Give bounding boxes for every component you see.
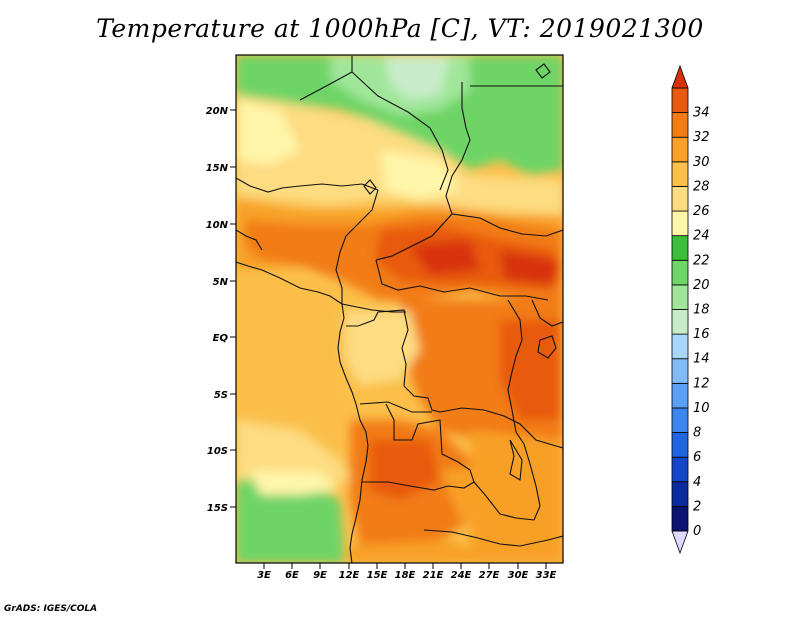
colorbar-swatch xyxy=(671,87,689,114)
lon-tick-label: 33E xyxy=(536,570,557,581)
colorbar-swatch xyxy=(671,186,689,212)
colorbar-above-triangle xyxy=(671,64,689,89)
colorbar-label: 0 xyxy=(693,524,701,539)
latitude-axis: 20N 15N 10N 5N EQ 5S 10S 15S xyxy=(206,106,236,514)
lon-tick-label: 30E xyxy=(508,570,529,581)
lon-tick-27E: 27E xyxy=(479,563,500,581)
colorbar-swatch xyxy=(671,161,689,187)
colorbar-swatch xyxy=(671,235,689,261)
lat-tick-15S: 15S xyxy=(207,503,236,514)
lat-tick-label: 5N xyxy=(213,277,229,288)
lat-tick-label: EQ xyxy=(213,333,229,344)
colorbar-label: 30 xyxy=(693,155,710,170)
lat-tick-EQ: EQ xyxy=(213,333,236,344)
colorbar-label: 24 xyxy=(693,229,710,244)
lat-tick-label: 5S xyxy=(214,390,228,401)
lon-tick-label: 12E xyxy=(339,570,360,581)
colorbar-swatch xyxy=(671,333,689,360)
lat-tick-label: 15N xyxy=(206,163,229,174)
lat-tick-10S: 10S xyxy=(207,446,236,457)
lon-tick-label: 24E xyxy=(451,570,472,581)
lat-tick-5S: 5S xyxy=(214,390,236,401)
lon-tick-18E: 18E xyxy=(395,563,416,581)
colorbar-swatch xyxy=(671,259,689,286)
colorbar-label: 8 xyxy=(693,426,701,441)
lon-tick-6E: 6E xyxy=(285,563,299,581)
lon-tick-33E: 33E xyxy=(536,563,557,581)
lon-tick-label: 6E xyxy=(285,570,299,581)
colorbar-label: 4 xyxy=(693,475,701,490)
lon-tick-label: 21E xyxy=(423,570,444,581)
lon-tick-label: 9E xyxy=(313,570,327,581)
colorbar-swatch xyxy=(671,505,689,532)
longitude-axis: 3E 6E 9E 12E 15E 18E 21E 24E 27E 30E 33E xyxy=(257,563,557,581)
colorbar-label: 16 xyxy=(693,327,710,342)
colorbar-label: 32 xyxy=(693,130,710,145)
colorbar-swatch xyxy=(671,112,689,138)
lat-tick-15N: 15N xyxy=(206,163,236,174)
lon-tick-label: 15E xyxy=(367,570,388,581)
colorbar-swatch xyxy=(671,136,689,163)
colorbar-below-triangle xyxy=(671,530,689,555)
colorbar-swatch xyxy=(671,358,689,384)
lon-tick-label: 3E xyxy=(257,570,271,581)
colorbar-label: 10 xyxy=(693,401,710,416)
lat-tick-20N: 20N xyxy=(206,106,236,117)
colorbar-label: 18 xyxy=(693,303,710,318)
lon-tick-9E: 9E xyxy=(313,563,327,581)
colorbar-swatch xyxy=(671,382,689,409)
colorbar-label: 6 xyxy=(693,450,701,465)
colorbar-swatch xyxy=(671,284,689,310)
colorbar-label: 22 xyxy=(693,253,710,268)
grads-credit: GrADS: IGES/COLA xyxy=(4,604,98,614)
colorbar-label: 12 xyxy=(693,376,710,391)
lon-tick-24E: 24E xyxy=(451,563,472,581)
lon-tick-label: 27E xyxy=(479,570,500,581)
lon-tick-15E: 15E xyxy=(367,563,388,581)
colorbar-swatch xyxy=(671,210,689,237)
plot-frame xyxy=(235,54,564,564)
colorbar-swatch xyxy=(671,309,689,335)
lat-tick-label: 20N xyxy=(206,106,229,117)
colorbar-swatch xyxy=(671,481,689,507)
country-borders xyxy=(236,56,563,563)
colorbar-label: 28 xyxy=(693,179,710,194)
page-title: Temperature at 1000hPa [C], VT: 20190213… xyxy=(96,14,704,43)
colorbar-label: 26 xyxy=(693,204,710,219)
lon-tick-12E: 12E xyxy=(339,563,360,581)
lat-tick-5N: 5N xyxy=(213,277,236,288)
colorbar-label: 2 xyxy=(693,499,701,514)
lon-tick-21E: 21E xyxy=(423,563,444,581)
lon-tick-3E: 3E xyxy=(257,563,271,581)
lat-tick-label: 10N xyxy=(206,220,229,231)
colorbar-swatch xyxy=(671,407,689,433)
colorbar-swatch xyxy=(671,456,689,483)
colorbar-swatch xyxy=(671,432,689,458)
lon-tick-label: 18E xyxy=(395,570,416,581)
lat-tick-label: 15S xyxy=(207,503,228,514)
lon-tick-30E: 30E xyxy=(508,563,529,581)
colorbar-label: 34 xyxy=(693,106,710,121)
temperature-field xyxy=(236,55,563,563)
lat-tick-10N: 10N xyxy=(206,220,236,231)
colorbar-label: 14 xyxy=(693,352,710,367)
lat-tick-label: 10S xyxy=(207,446,228,457)
colorbar-label: 20 xyxy=(693,278,710,293)
